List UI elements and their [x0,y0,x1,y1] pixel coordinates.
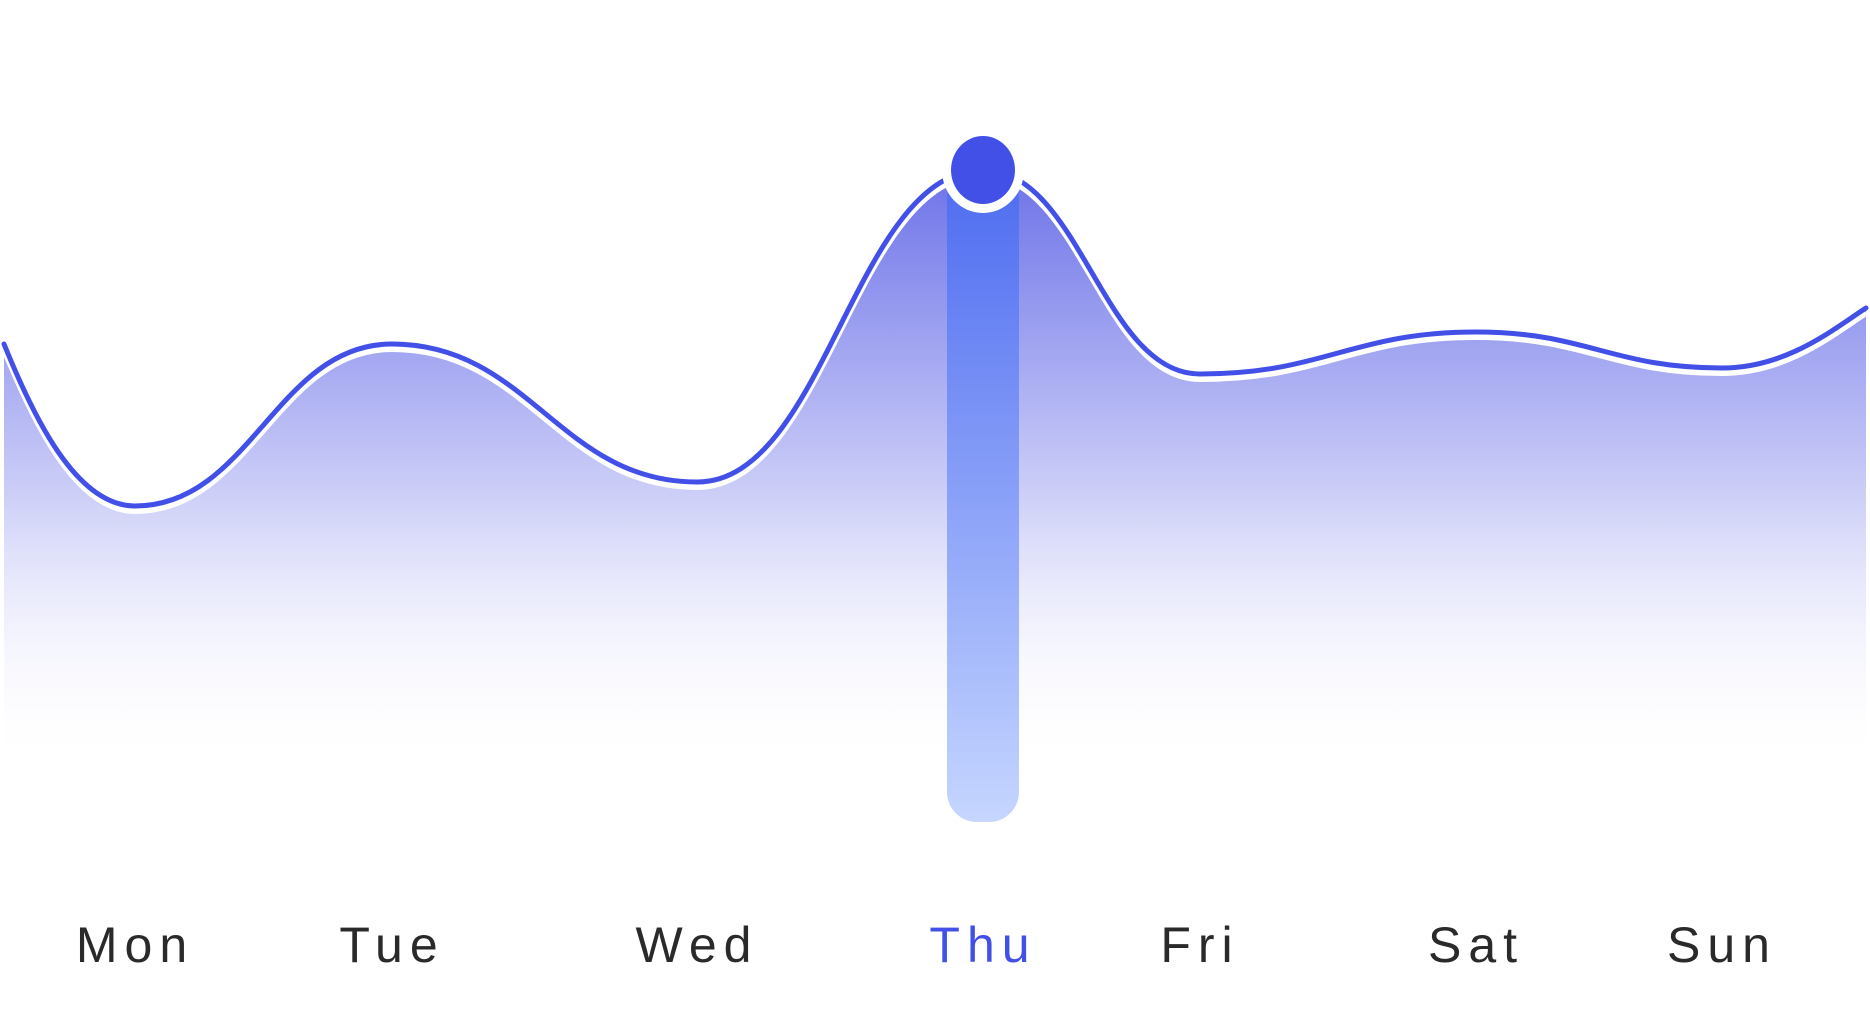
x-tick-label-tue[interactable]: Tue [339,917,444,973]
highlight-layer [947,170,1019,822]
series-line [1,167,1869,509]
x-tick-label-sun[interactable]: Sun [1667,917,1777,973]
x-tick-label-fri[interactable]: Fri [1160,917,1239,973]
series-line-highlight [1,171,1868,515]
area-fill [4,170,1866,770]
x-tick-label-wed[interactable]: Wed [636,917,759,973]
area-layer [4,170,1866,770]
line-layer [1,167,1869,515]
highlight-bar [947,170,1019,822]
x-axis-labels: Mon Tue Wed Thu Fri Sat Sun [76,917,1777,973]
dot-layer [942,127,1024,213]
highlight-point[interactable] [951,136,1015,204]
x-tick-label-thu[interactable]: Thu [929,917,1036,973]
x-tick-label-sat[interactable]: Sat [1428,917,1524,973]
x-tick-label-mon[interactable]: Mon [76,917,194,973]
